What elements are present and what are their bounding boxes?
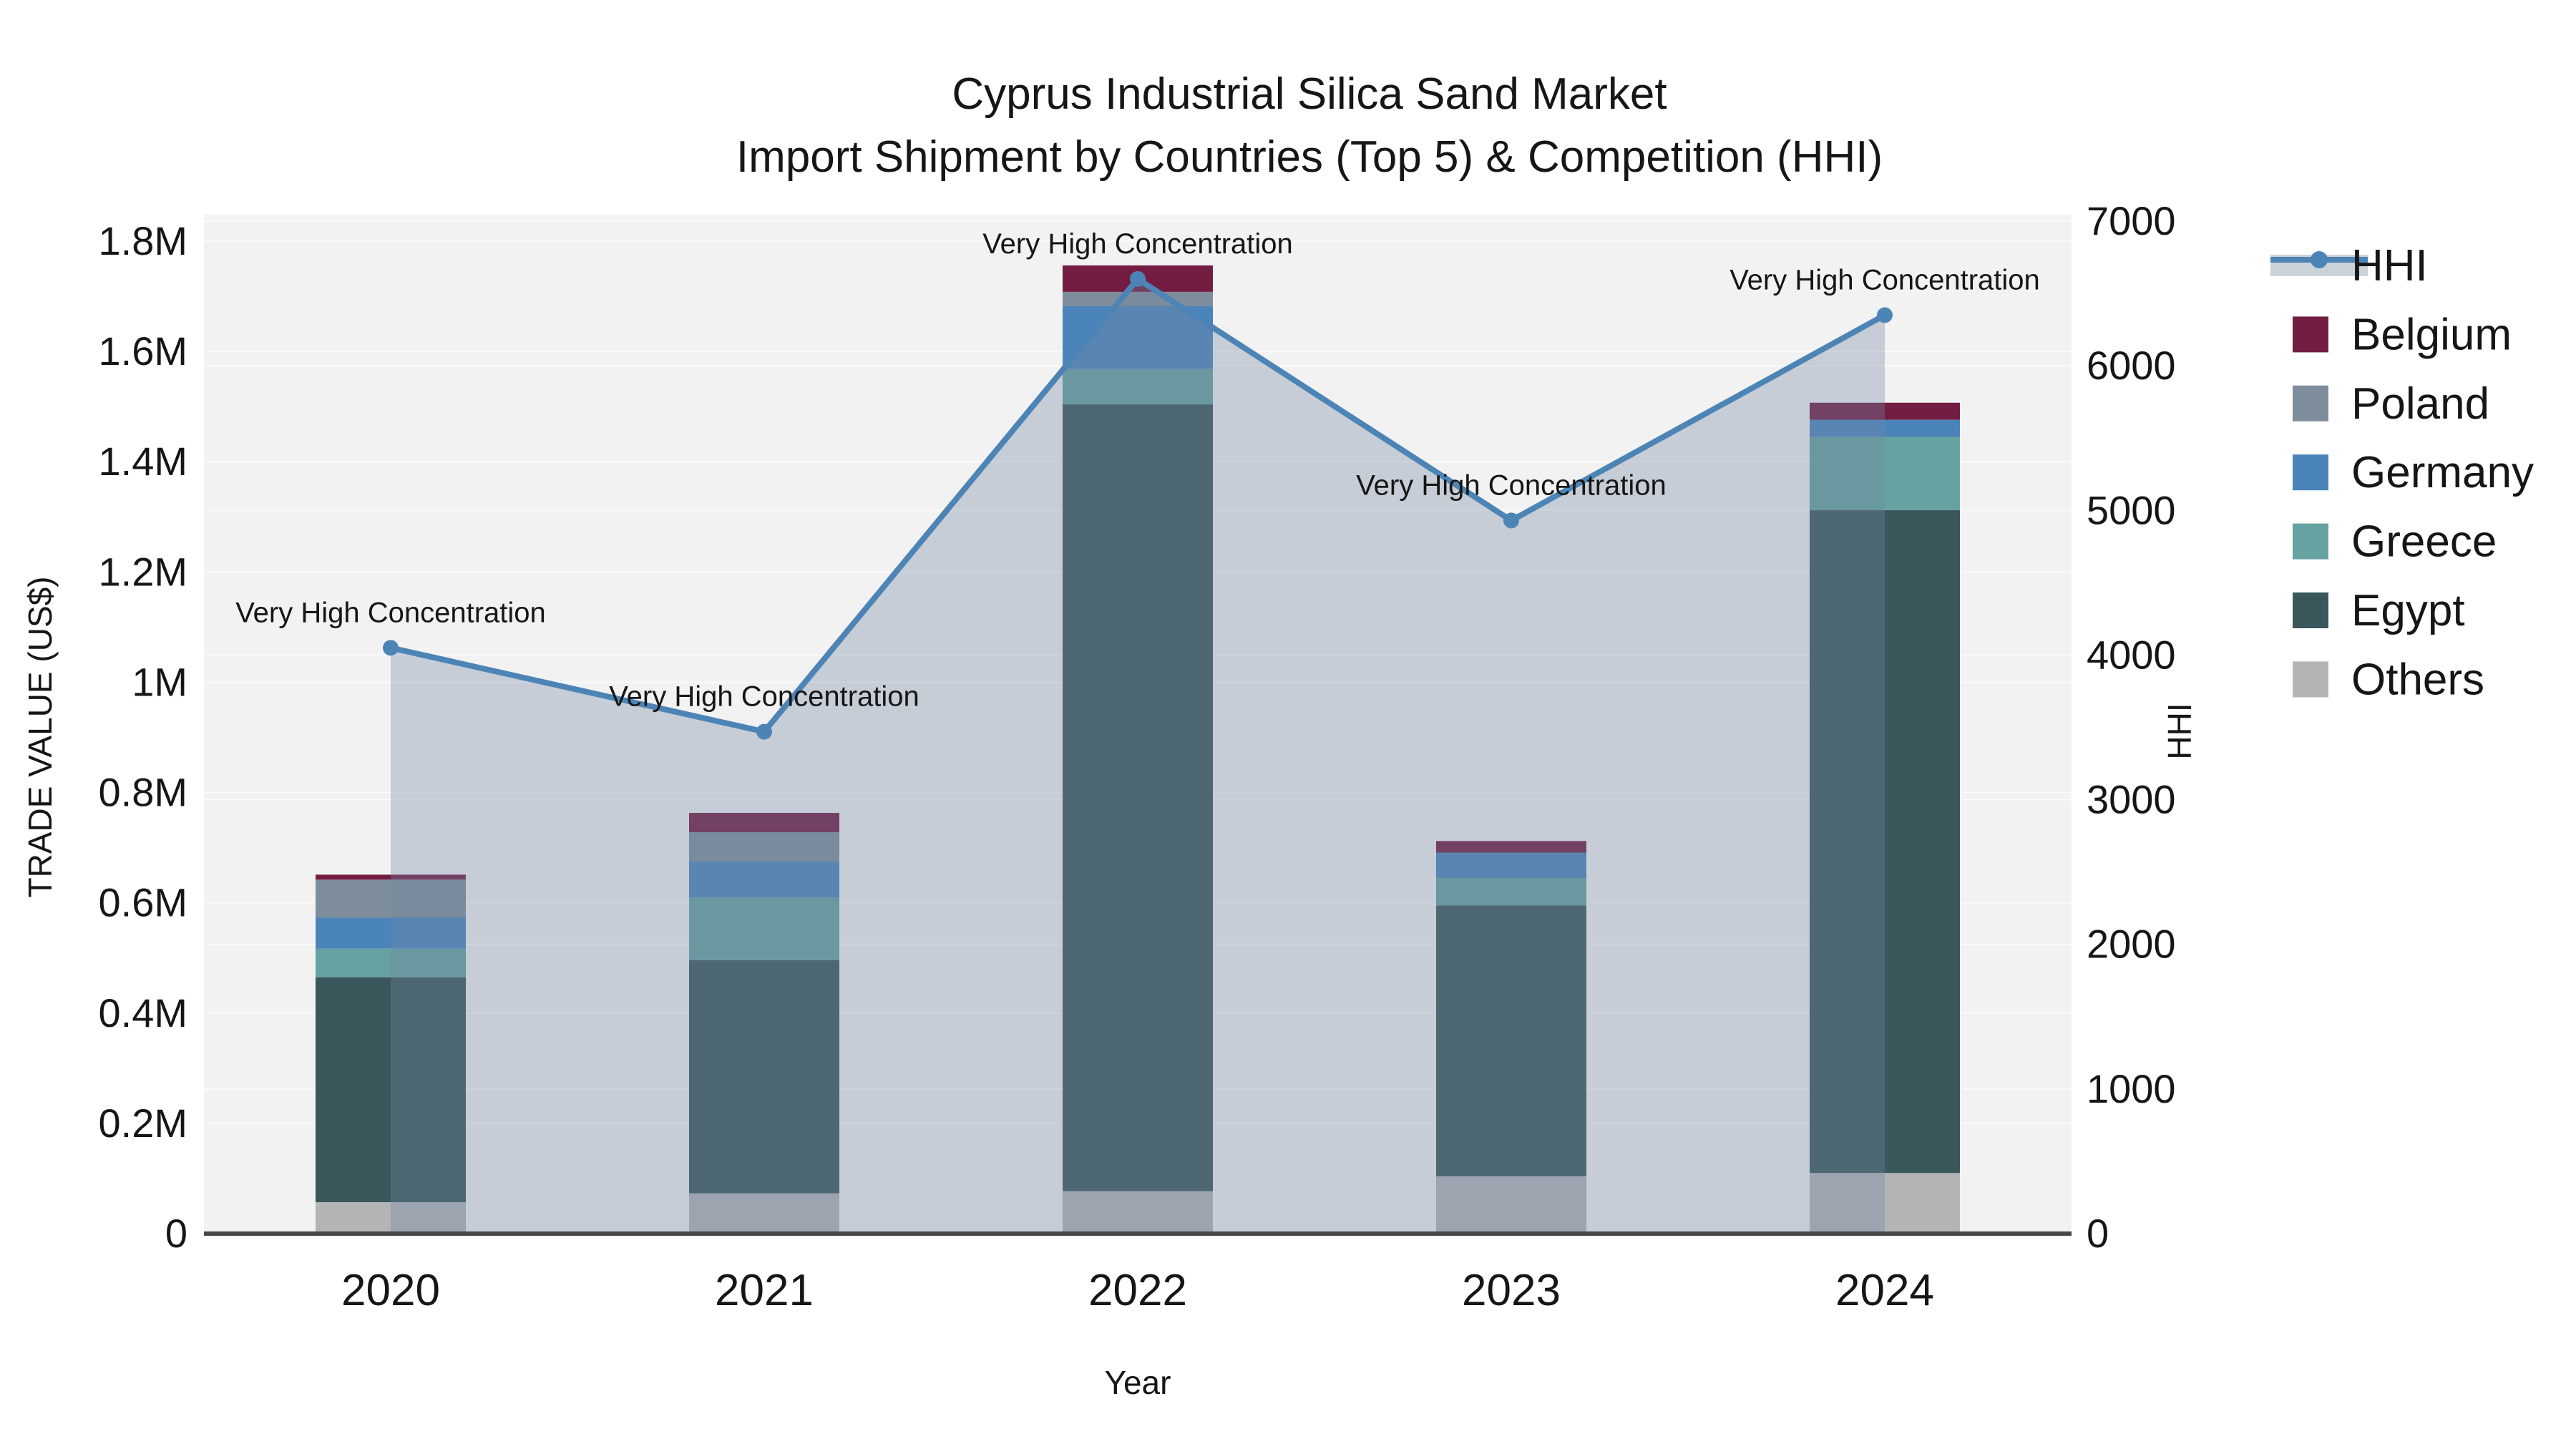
y-right-tick-label: 1000 xyxy=(2087,1066,2176,1111)
y-right-tick-label: 6000 xyxy=(2087,343,2176,388)
bar-segment-greece-2020 xyxy=(316,948,466,977)
y-right-tick-label: 3000 xyxy=(2087,777,2176,822)
annotation-2020: Very High Concentration xyxy=(235,597,546,628)
legend-swatch-poland xyxy=(2293,385,2328,421)
legend-item-egypt[interactable]: Egypt xyxy=(2293,586,2465,635)
bar-segment-belgium-2023 xyxy=(1436,841,1586,853)
bar-segment-belgium-2020 xyxy=(316,874,466,880)
y-left-tick-label: 0.2M xyxy=(99,1101,188,1146)
x-tick-label-2021: 2021 xyxy=(715,1266,814,1315)
hhi-area-fill xyxy=(391,278,1885,1234)
x-axis-title: Year xyxy=(1105,1364,1171,1401)
hhi-marker-2021 xyxy=(756,723,772,740)
annotation-2021: Very High Concentration xyxy=(609,681,919,713)
legend-label-belgium: Belgium xyxy=(2351,310,2512,359)
y-left-tick-label: 0.4M xyxy=(99,990,188,1035)
y-left-tick-label: 0.8M xyxy=(99,770,188,815)
chart-title-line1: Cyprus Industrial Silica Sand Market xyxy=(952,69,1667,119)
legend-swatch-germany xyxy=(2293,454,2328,491)
hhi-marker-2023 xyxy=(1503,512,1519,529)
bar-segment-others-2023 xyxy=(1436,1176,1586,1234)
legend-label-egypt: Egypt xyxy=(2351,586,2465,635)
legend-swatch-belgium xyxy=(2293,316,2328,353)
legend-item-belgium[interactable]: Belgium xyxy=(2293,310,2512,359)
bar-segment-others-2024 xyxy=(1810,1173,1960,1234)
y-right-tick-label: 2000 xyxy=(2087,922,2176,967)
y-left-tick-label: 0.6M xyxy=(99,880,188,925)
legend-item-hhi[interactable]: HHI xyxy=(2270,241,2428,291)
y-left-tick-label: 1.8M xyxy=(99,218,188,263)
bar-segment-germany-2023 xyxy=(1436,852,1586,878)
y-right-tick-label: 4000 xyxy=(2087,632,2176,677)
annotation-2023: Very High Concentration xyxy=(1356,469,1667,501)
x-tick-label-2022: 2022 xyxy=(1088,1266,1187,1315)
y-left-tick-label: 1M xyxy=(132,659,187,704)
y-left-tick-label: 0 xyxy=(165,1211,187,1256)
bar-segment-germany-2024 xyxy=(1810,419,1960,437)
bar-segment-egypt-2023 xyxy=(1436,905,1586,1176)
y-left-tick-label: 1.6M xyxy=(99,328,188,374)
hhi-marker-2022 xyxy=(1130,270,1146,287)
bar-segment-belgium-2024 xyxy=(1810,402,1960,420)
bar-segment-egypt-2020 xyxy=(316,977,466,1203)
y-left-axis-title: TRADE VALUE (US$) xyxy=(21,576,59,897)
bar-segment-egypt-2022 xyxy=(1063,404,1213,1191)
y-right-tick-label: 5000 xyxy=(2087,487,2176,532)
x-tick-label-2020: 2020 xyxy=(341,1266,440,1315)
bar-segment-egypt-2021 xyxy=(689,960,839,1194)
bar-segment-germany-2020 xyxy=(316,917,466,949)
chart-title-line2: Import Shipment by Countries (Top 5) & C… xyxy=(736,132,1883,182)
hhi-marker-swatch xyxy=(2311,251,2328,268)
y-left-tick-label: 1.2M xyxy=(99,549,188,594)
hhi-marker-2024 xyxy=(1877,307,1893,323)
bar-segment-greece-2022 xyxy=(1063,369,1213,405)
legend-item-poland[interactable]: Poland xyxy=(2293,379,2489,429)
annotation-2024: Very High Concentration xyxy=(1729,264,2040,296)
bar-segment-greece-2023 xyxy=(1436,877,1586,906)
legend-swatch-egypt xyxy=(2293,592,2328,628)
legend-item-germany[interactable]: Germany xyxy=(2293,448,2534,497)
x-tick-label-2024: 2024 xyxy=(1835,1266,1934,1315)
bar-segment-belgium-2021 xyxy=(689,813,839,833)
y-left-tick-label: 1.4M xyxy=(99,439,188,484)
hhi-marker-2020 xyxy=(383,640,399,656)
y-right-tick-label: 0 xyxy=(2087,1211,2109,1256)
bar-segment-poland-2021 xyxy=(689,832,839,862)
bar-segment-germany-2021 xyxy=(689,861,839,897)
legend-item-greece[interactable]: Greece xyxy=(2293,517,2497,567)
bar-segment-egypt-2024 xyxy=(1810,510,1960,1174)
legend-label-poland: Poland xyxy=(2351,379,2489,429)
bar-segment-poland-2020 xyxy=(316,879,466,918)
y-right-tick-label: 7000 xyxy=(2087,198,2176,243)
legend-swatch-others xyxy=(2293,661,2328,698)
legend-item-others[interactable]: Others xyxy=(2293,655,2484,704)
annotation-2022: Very High Concentration xyxy=(982,228,1293,260)
bar-segment-greece-2024 xyxy=(1810,436,1960,511)
x-tick-label-2023: 2023 xyxy=(1462,1266,1561,1315)
bar-segment-others-2020 xyxy=(316,1202,466,1234)
legend-label-hhi: HHI xyxy=(2351,241,2428,291)
legend-label-greece: Greece xyxy=(2351,517,2497,567)
bar-segment-others-2022 xyxy=(1063,1191,1213,1234)
y-right-axis-title: HHI xyxy=(2161,703,2198,759)
legend-label-germany: Germany xyxy=(2351,448,2534,497)
legend-swatch-greece xyxy=(2293,523,2328,560)
bar-segment-others-2021 xyxy=(689,1193,839,1234)
legend-label-others: Others xyxy=(2351,655,2484,704)
bar-segment-greece-2021 xyxy=(689,897,839,960)
